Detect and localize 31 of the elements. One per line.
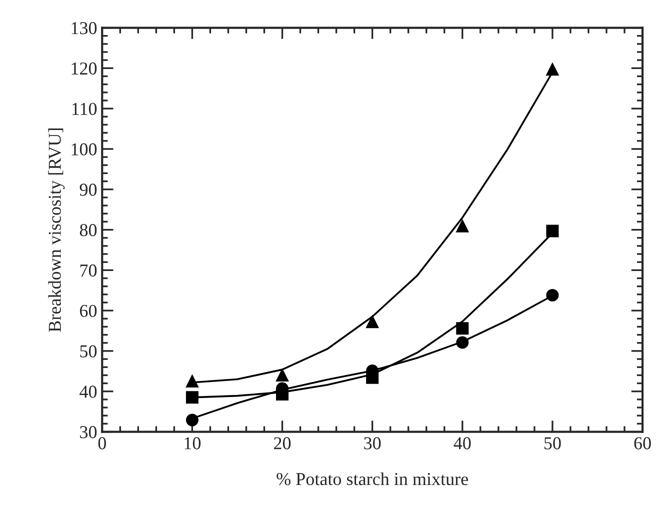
x-tick-label: 50 bbox=[544, 437, 561, 450]
x-tick-label: 60 bbox=[634, 437, 651, 450]
x-tick-label: 30 bbox=[364, 437, 381, 450]
x-axis-title: % Potato starch in mixture bbox=[276, 472, 468, 486]
point bbox=[186, 375, 198, 388]
point bbox=[546, 288, 559, 302]
x-tick-label: 0 bbox=[98, 437, 106, 450]
y-tick-label: 30 bbox=[80, 426, 97, 438]
point bbox=[456, 220, 469, 232]
point bbox=[276, 368, 289, 382]
y-tick-label: 130 bbox=[72, 22, 97, 34]
x-tick-label: 20 bbox=[274, 437, 291, 450]
y-tick-label: 90 bbox=[80, 184, 97, 196]
y-axis-title: Breakdown viscosity [RVU] bbox=[48, 128, 65, 332]
y-tick-label: 100 bbox=[72, 143, 97, 156]
point bbox=[546, 63, 559, 76]
y-tick-label: 50 bbox=[80, 345, 97, 358]
point bbox=[366, 316, 379, 328]
point bbox=[186, 391, 198, 404]
y-tick-label: 110 bbox=[72, 102, 97, 116]
x-tick-label: 40 bbox=[454, 437, 471, 450]
y-tick-label: 80 bbox=[80, 224, 97, 236]
point bbox=[456, 322, 469, 335]
point bbox=[186, 414, 198, 426]
y-tick-label: 70 bbox=[80, 264, 97, 277]
y-tick-label: 120 bbox=[72, 62, 97, 75]
point bbox=[456, 336, 469, 349]
point bbox=[546, 224, 559, 238]
y-tick-label: 60 bbox=[80, 304, 97, 318]
x-tick-label: 10 bbox=[184, 437, 201, 450]
y-tick-label: 40 bbox=[80, 386, 97, 398]
